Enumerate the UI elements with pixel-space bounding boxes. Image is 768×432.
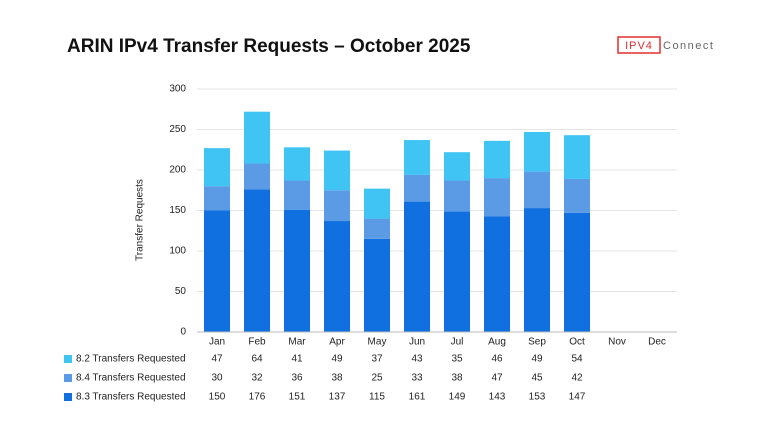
x-tick-label: Sep — [528, 337, 546, 348]
x-tick-label: Aug — [488, 337, 506, 348]
x-tick-label: Dec — [648, 337, 666, 348]
bar-segment — [524, 131, 550, 172]
table-cell: 147 — [569, 392, 586, 403]
bar-segment — [444, 152, 470, 181]
y-axis-label: Transfer Requests — [135, 179, 146, 261]
bar-segment — [204, 186, 230, 211]
x-tick-label: Oct — [569, 337, 585, 348]
bar-segment — [284, 209, 310, 332]
legend-swatch — [64, 374, 72, 382]
bar-segment — [564, 135, 590, 179]
bar-segment — [244, 163, 270, 190]
bar-segment — [284, 147, 310, 181]
bar-segment — [364, 238, 390, 332]
y-tick-label: 0 — [180, 327, 186, 338]
x-tick-label: Jun — [409, 337, 425, 348]
table-cell: 47 — [491, 373, 503, 384]
bar-segment — [324, 221, 350, 332]
table-cell: 46 — [491, 354, 503, 365]
table-cell: 49 — [331, 354, 343, 365]
bar-segment — [364, 218, 390, 239]
bar-segment — [284, 180, 310, 210]
bar-segment — [404, 140, 430, 175]
bar-segment — [204, 148, 230, 187]
x-tick-label: Apr — [329, 337, 345, 348]
table-cell: 143 — [489, 392, 506, 403]
table-cell: 64 — [251, 354, 263, 365]
bar-segment — [244, 111, 270, 164]
table-cell: 137 — [329, 392, 346, 403]
table-cell: 43 — [411, 354, 423, 365]
bar-segment — [524, 208, 550, 332]
table-cell: 35 — [451, 354, 463, 365]
x-tick-label: Feb — [248, 337, 266, 348]
table-cell: 45 — [531, 373, 543, 384]
table-cell: 30 — [211, 373, 223, 384]
table-cell: 33 — [411, 373, 423, 384]
bar-segment — [444, 211, 470, 332]
logo-mark: IPV4 — [625, 40, 653, 52]
bar-segment — [324, 190, 350, 222]
legend-swatch — [64, 393, 72, 401]
table-cell: 41 — [291, 354, 303, 365]
x-tick-label: Mar — [288, 337, 306, 348]
bar-segment — [484, 178, 510, 217]
table-cell: 42 — [571, 373, 583, 384]
y-tick-label: 100 — [169, 246, 186, 257]
y-tick-label: 50 — [175, 286, 187, 297]
legend-label: 8.2 Transfers Requested — [76, 354, 186, 365]
table-cell: 25 — [371, 373, 383, 384]
bar-segment — [564, 178, 590, 213]
x-tick-label: Nov — [608, 337, 626, 348]
x-tick-label: Jan — [209, 337, 225, 348]
table-cell: 38 — [451, 373, 463, 384]
table-cell: 153 — [529, 392, 546, 403]
x-tick-label: Jul — [451, 337, 464, 348]
logo-text: Connect — [663, 40, 714, 52]
table-cell: 54 — [571, 354, 583, 365]
table-cell: 176 — [249, 392, 266, 403]
table-cell: 37 — [371, 354, 383, 365]
y-tick-label: 200 — [169, 165, 186, 176]
legend-label: 8.3 Transfers Requested — [76, 392, 186, 403]
x-tick-label: May — [368, 337, 387, 348]
table-cell: 47 — [211, 354, 223, 365]
table-cell: 151 — [289, 392, 306, 403]
bar-segment — [404, 174, 430, 202]
y-tick-label: 150 — [169, 205, 186, 216]
bar-segment — [524, 171, 550, 209]
logo-box — [617, 36, 661, 54]
chart-title: ARIN IPv4 Transfer Requests – October 20… — [67, 36, 471, 57]
bar-segment — [404, 201, 430, 332]
table-cell: 150 — [209, 392, 226, 403]
bar-segment — [364, 188, 390, 219]
bar-segment — [444, 180, 470, 212]
bar-segment — [324, 150, 350, 191]
table-cell: 38 — [331, 373, 343, 384]
bar-segment — [564, 212, 590, 332]
table-cell: 115 — [369, 392, 385, 403]
legend-label: 8.4 Transfers Requested — [76, 373, 186, 384]
y-tick-label: 250 — [169, 124, 186, 135]
bar-segment — [484, 140, 510, 179]
bar-segment — [204, 210, 230, 332]
legend-swatch — [64, 355, 72, 363]
bar-segment — [484, 216, 510, 332]
table-cell: 36 — [291, 373, 303, 384]
table-cell: 149 — [449, 392, 466, 403]
table-cell: 49 — [531, 354, 543, 365]
bar-segment — [244, 189, 270, 332]
table-cell: 32 — [251, 373, 263, 384]
y-tick-label: 300 — [169, 84, 186, 95]
table-cell: 161 — [409, 392, 426, 403]
